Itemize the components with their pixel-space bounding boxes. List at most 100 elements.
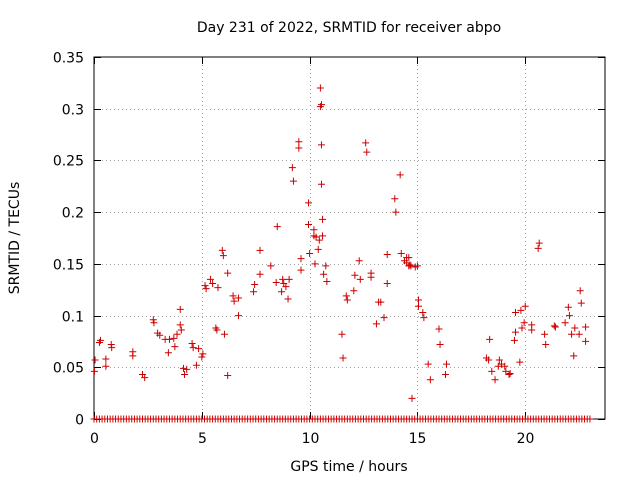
x-tick-label: 15 — [409, 431, 427, 447]
data-point — [505, 371, 513, 379]
data-point — [278, 288, 286, 296]
data-point — [224, 372, 232, 380]
data-point — [219, 252, 227, 260]
data-point — [516, 358, 524, 366]
data-point — [165, 335, 173, 343]
y-tick-label: 0.35 — [53, 51, 84, 67]
data-point — [176, 305, 184, 313]
data-point — [383, 251, 391, 259]
data-point — [267, 262, 275, 270]
data-point — [179, 364, 187, 372]
data-point — [424, 360, 432, 368]
data-point — [250, 288, 258, 296]
plot-frame — [93, 56, 606, 420]
data-point — [542, 341, 550, 349]
data-point — [512, 308, 520, 316]
data-point — [377, 298, 385, 306]
data-point — [272, 278, 280, 286]
data-point — [356, 275, 364, 283]
data-point — [195, 345, 203, 353]
data-point — [367, 269, 375, 277]
data-point — [561, 319, 569, 327]
y-tick-label: 0.2 — [62, 206, 84, 222]
data-point — [141, 374, 149, 382]
grid-lines — [94, 57, 605, 419]
data-point — [362, 139, 370, 147]
data-point — [320, 270, 328, 278]
data-point — [495, 356, 503, 364]
data-point — [251, 281, 259, 289]
data-point — [177, 326, 185, 334]
data-point — [502, 367, 510, 375]
data-point — [234, 312, 242, 320]
data-point — [577, 299, 585, 307]
data-point — [380, 314, 388, 322]
y-axis-ticks: 0 0.05 0.1 0.15 0.2 0.25 0.3 0.35 — [53, 51, 605, 429]
data-point — [209, 280, 217, 288]
data-point — [343, 296, 351, 304]
data-point — [510, 336, 518, 344]
y-tick-label: 0.15 — [53, 258, 84, 274]
data-point — [189, 344, 197, 352]
data-point — [295, 138, 303, 146]
data-point — [582, 323, 590, 331]
y-tick-label: 0.05 — [53, 361, 84, 377]
chart-title: Day 231 of 2022, SRMTID for receiver abp… — [197, 20, 501, 36]
data-point — [229, 292, 237, 300]
data-point — [355, 257, 363, 265]
data-point — [102, 362, 110, 370]
data-point — [314, 245, 322, 253]
data-point — [170, 334, 178, 342]
x-axis-ticks: 0 5 10 15 20 — [90, 57, 534, 447]
data-point — [289, 177, 297, 185]
data-point — [582, 337, 590, 345]
data-point — [317, 101, 325, 109]
data-point — [214, 284, 222, 292]
data-point — [198, 353, 206, 361]
data-point — [297, 266, 305, 274]
data-points — [90, 84, 590, 402]
data-point — [550, 322, 558, 330]
data-point — [406, 261, 414, 269]
data-point — [181, 371, 189, 379]
data-point — [150, 319, 158, 327]
data-point — [506, 369, 514, 377]
data-point — [316, 84, 324, 92]
data-point — [520, 319, 528, 327]
data-point — [414, 296, 422, 304]
zero-point — [586, 415, 594, 423]
y-tick-label: 0.25 — [53, 154, 84, 170]
data-point — [441, 371, 449, 379]
data-point — [156, 331, 164, 339]
data-point — [405, 254, 413, 262]
data-point — [534, 244, 542, 252]
y-tick-label: 0.3 — [62, 103, 84, 119]
data-point — [284, 295, 292, 303]
data-point — [435, 325, 443, 333]
data-point — [256, 246, 264, 254]
data-point — [396, 171, 404, 179]
data-point — [285, 275, 293, 283]
data-point — [420, 314, 428, 322]
data-point — [407, 262, 415, 270]
data-point — [317, 180, 325, 188]
data-point — [512, 328, 520, 336]
data-point — [319, 215, 327, 223]
data-point — [288, 164, 296, 172]
data-point — [568, 330, 576, 338]
data-point — [414, 302, 422, 310]
data-point — [171, 343, 179, 351]
y-axis-label: SRMTID / TECUs — [7, 182, 23, 295]
data-point — [485, 356, 493, 364]
data-point — [218, 246, 226, 254]
x-tick-label: 10 — [302, 431, 320, 447]
data-point — [317, 141, 325, 149]
data-point — [443, 360, 451, 368]
data-point — [319, 232, 327, 240]
data-point — [279, 275, 287, 283]
data-point — [224, 269, 232, 277]
data-point — [213, 326, 221, 334]
data-point — [102, 355, 110, 363]
data-point — [234, 294, 242, 302]
